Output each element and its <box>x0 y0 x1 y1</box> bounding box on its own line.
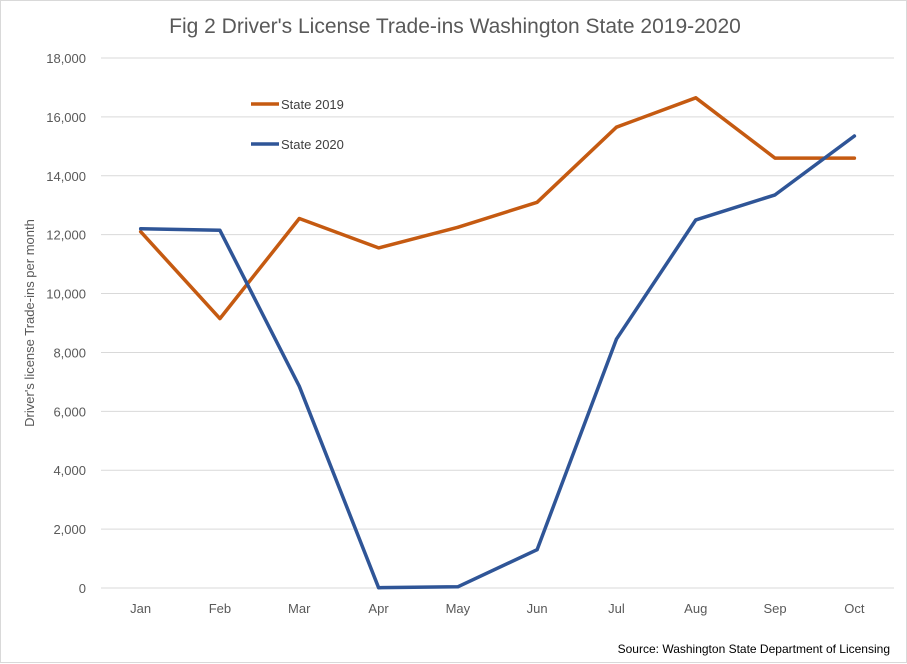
legend-entry-bg <box>206 134 392 154</box>
data-point <box>773 156 777 160</box>
y-tick-label: 6,000 <box>53 404 86 419</box>
x-tick-label: Apr <box>368 601 389 616</box>
y-tick-label: 10,000 <box>46 287 86 302</box>
data-point <box>535 200 539 204</box>
data-point <box>456 225 460 229</box>
data-point <box>139 230 143 234</box>
data-point <box>852 156 856 160</box>
x-tick-label: Sep <box>763 601 786 616</box>
x-tick-label: Jun <box>527 601 548 616</box>
data-point <box>218 317 222 321</box>
y-tick-label: 16,000 <box>46 110 86 125</box>
legend-label: State 2020 <box>281 137 344 152</box>
x-tick-label: Aug <box>684 601 707 616</box>
data-point <box>377 586 381 590</box>
y-tick-label: 2,000 <box>53 522 86 537</box>
x-tick-label: Mar <box>288 601 311 616</box>
x-tick-label: Jan <box>130 601 151 616</box>
x-tick-label: Oct <box>844 601 865 616</box>
data-point <box>614 125 618 129</box>
data-point <box>218 228 222 232</box>
legend: State 2019 State 2020 <box>206 94 392 154</box>
data-point <box>694 218 698 222</box>
y-tick-label: 14,000 <box>46 169 86 184</box>
data-point <box>377 246 381 250</box>
data-point <box>535 548 539 552</box>
y-tick-label: 4,000 <box>53 463 86 478</box>
series-lines <box>138 96 857 590</box>
source-note: Source: Washington State Department of L… <box>618 642 890 656</box>
data-point <box>694 96 698 100</box>
gridlines <box>101 57 894 589</box>
data-point <box>297 384 301 388</box>
data-point <box>614 337 618 341</box>
y-tick-label: 0 <box>79 581 86 596</box>
y-tick-label: 18,000 <box>46 51 86 66</box>
legend-label: State 2019 <box>281 97 344 112</box>
y-tick-label: 12,000 <box>46 228 86 243</box>
y-tick-label: 8,000 <box>53 345 86 360</box>
x-tick-label: May <box>446 601 471 616</box>
chart-title: Fig 2 Driver's License Trade-ins Washing… <box>169 15 741 38</box>
series-line-2 <box>138 134 857 590</box>
x-tick-label: Feb <box>209 601 231 616</box>
legend-entry-bg <box>206 94 392 114</box>
y-axis-ticks: 0 2,000 4,000 6,000 8,000 10,000 12,000 14,000 1… <box>46 51 86 596</box>
data-point <box>773 193 777 197</box>
series-line-1 <box>138 96 857 321</box>
x-tick-label: Jul <box>608 601 625 616</box>
y-axis-label: Driver's license Trade-ins per month <box>22 219 37 427</box>
data-point <box>297 216 301 220</box>
x-axis-ticks: Jan Feb Mar Apr May Jun Jul Aug Sep Oct <box>130 601 865 616</box>
data-point <box>139 227 143 231</box>
data-point <box>456 585 460 589</box>
data-point <box>852 134 856 138</box>
